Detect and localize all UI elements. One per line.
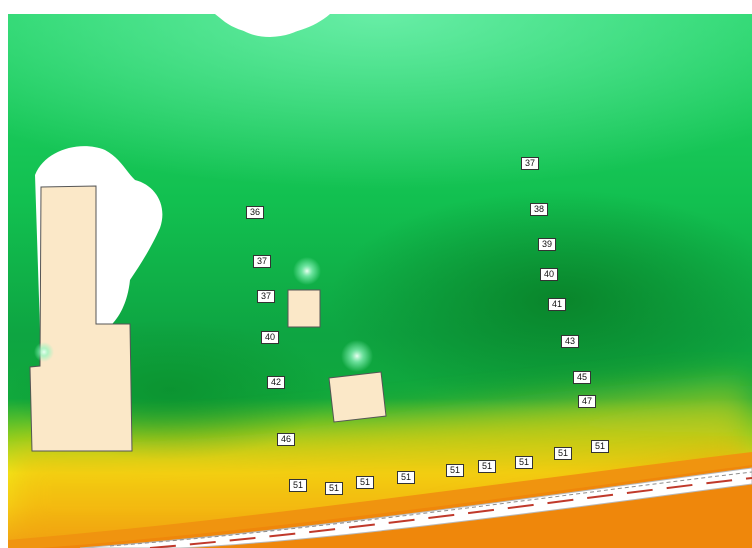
receiver-level-label: 51 <box>289 479 308 492</box>
receiver-level-label: 37 <box>521 157 540 170</box>
noise-receiver-marker <box>34 342 54 362</box>
receiver-level-label: 47 <box>578 395 597 408</box>
receiver-level-label: 51 <box>591 440 610 453</box>
receiver-level-label: 40 <box>261 331 280 344</box>
receiver-level-label: 43 <box>561 335 580 348</box>
receiver-level-label: 42 <box>267 376 286 389</box>
receiver-level-label: 37 <box>253 255 272 268</box>
road-edge-line <box>109 471 752 547</box>
building-middle <box>328 371 387 423</box>
receiver-level-label: 51 <box>554 447 573 460</box>
receiver-level-label: 51 <box>478 460 497 473</box>
receiver-level-label: 51 <box>356 476 375 489</box>
quiet-zone-top <box>215 0 325 37</box>
receiver-level-label: 51 <box>397 471 416 484</box>
receiver-level-label: 51 <box>325 482 344 495</box>
receiver-level-label: 45 <box>573 371 592 384</box>
dark-green-zone-right <box>330 190 752 410</box>
top-white-area <box>8 0 752 35</box>
receiver-level-label: 46 <box>277 433 296 446</box>
receiver-level-label: 40 <box>540 268 559 281</box>
receiver-level-label: 37 <box>257 290 276 303</box>
receiver-level-label: 39 <box>538 238 557 251</box>
receiver-level-label: 51 <box>515 456 534 469</box>
building-left <box>29 185 133 452</box>
receiver-level-label: 38 <box>530 203 549 216</box>
receiver-level-label: 51 <box>446 464 465 477</box>
noise-receiver-marker <box>293 257 321 285</box>
left-margin <box>0 0 8 548</box>
road-shoulder <box>40 465 752 548</box>
receiver-level-label: 41 <box>548 298 567 311</box>
receiver-level-label: 36 <box>246 206 265 219</box>
noise-receiver-marker <box>341 340 373 372</box>
road-center-line <box>149 477 752 548</box>
building-small <box>287 289 321 328</box>
